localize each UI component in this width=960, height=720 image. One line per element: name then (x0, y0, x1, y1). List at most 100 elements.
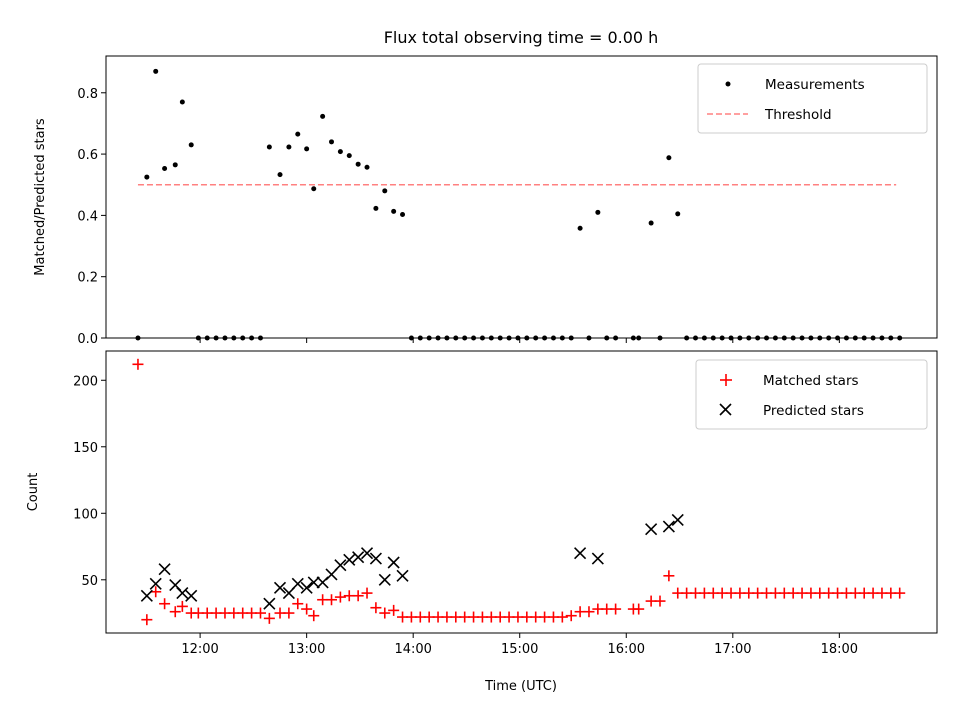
measurement-point (346, 153, 352, 159)
count-x-tick-label: 14:00 (394, 642, 431, 657)
matched-star-point (159, 598, 171, 610)
measurement-point (311, 186, 317, 192)
predicted-star-point (273, 581, 287, 594)
measurement-point (373, 205, 379, 211)
measurement-point (144, 174, 150, 180)
measurement-point (400, 211, 406, 217)
measurement-point (648, 220, 654, 226)
predicted-star-point (307, 576, 320, 589)
matched-star-point (352, 590, 364, 602)
measurement-point (666, 155, 672, 161)
measurement-point (286, 144, 292, 150)
predicted-star-point (396, 569, 409, 582)
legend-marker-matched (720, 374, 732, 386)
predicted-star-point (360, 547, 374, 560)
predicted-star-point (574, 547, 587, 560)
count-y-tick-label: 200 (73, 374, 98, 389)
count-y-tick-label: 100 (73, 507, 98, 522)
count-x-tick-label: 17:00 (714, 642, 751, 657)
count-legend-box (695, 359, 928, 430)
predicted-star-point (591, 552, 604, 565)
predicted-star-point (334, 559, 347, 572)
measurement-point (162, 165, 168, 171)
count-panel-frame (105, 350, 938, 634)
count-x-tick-label: 12:00 (181, 642, 218, 657)
matched-star-point (263, 612, 275, 624)
matched-star-point (654, 595, 666, 607)
ratio-y-tick-label: 0.4 (77, 209, 98, 224)
count-x-tick-label: 13:00 (288, 642, 325, 657)
measurement-point (304, 146, 310, 152)
ratio-y-tick-label: 0.6 (77, 148, 98, 163)
count-legend: Matched stars Predicted stars (695, 359, 928, 430)
ratio-axis-ticks: 0.0 0.2 0.4 0.6 0.8 (77, 87, 840, 347)
matched-star-point (379, 607, 391, 619)
predicted-star-point (387, 556, 400, 569)
count-y-tick-label: 50 (81, 574, 98, 589)
ratio-legend-box (697, 63, 928, 134)
measurement-point (577, 225, 583, 231)
predicted-star-point (291, 577, 304, 590)
measurement-point (188, 142, 194, 148)
predicted-star-point (343, 553, 356, 566)
matched-star-point (583, 606, 595, 618)
count-x-tick-label: 15:00 (501, 642, 538, 657)
matched-star-point (610, 603, 622, 615)
matched-star-point (361, 587, 373, 599)
matched-star-point (326, 594, 338, 606)
measurement-point (675, 211, 681, 217)
predicted-star-point (671, 513, 684, 526)
predicted-star-point (185, 589, 198, 602)
ratio-panel: 0.00.20.40.60.8 Matched/Predicted stars … (33, 55, 938, 347)
count-plot-area (132, 358, 906, 626)
matched-star-point (176, 600, 188, 612)
ratio-y-tick-label: 0.0 (77, 332, 98, 347)
matched-star-point (254, 607, 266, 619)
legend-marker-measurements (725, 81, 731, 87)
predicted-star-point (378, 573, 391, 586)
measurement-point (329, 139, 335, 145)
predicted-star-point (352, 551, 365, 564)
count-y-tick-label: 150 (73, 441, 98, 456)
measurement-point (266, 144, 272, 150)
measurement-point (595, 209, 601, 215)
predicted-star-point (263, 597, 276, 610)
matched-star-point (169, 606, 181, 618)
predicted-star-point (662, 520, 675, 533)
matched-star-point (370, 602, 382, 614)
legend-label-measurements: Measurements (765, 77, 865, 93)
ratio-y-tick-label: 0.2 (77, 271, 98, 286)
measurement-point (179, 99, 185, 105)
legend-label-threshold: Threshold (764, 107, 832, 123)
matched-star-point (388, 604, 400, 616)
measurement-point (172, 162, 178, 168)
count-y-axis-label: Count (26, 473, 41, 512)
matched-star-point (141, 614, 153, 626)
measurement-point (382, 188, 388, 194)
matched-star-point (301, 603, 313, 615)
measurement-point (391, 208, 397, 214)
count-x-axis-label: Time (UTC) (484, 679, 557, 694)
matched-star-point (283, 607, 295, 619)
legend-label-matched: Matched stars (763, 373, 859, 389)
ratio-legend: Measurements Threshold (697, 63, 928, 134)
count-panel: 50 100 150 200 12:00 13:00 14:00 15:00 16:00 17:0… (26, 350, 938, 694)
matched-star-point (565, 610, 577, 622)
count-x-tick-label: 16:00 (608, 642, 645, 657)
matched-star-point (556, 611, 568, 623)
ratio-panel-frame (105, 55, 938, 339)
measurement-point (337, 149, 343, 155)
measurement-point (355, 161, 361, 167)
ratio-y-tick-label: 0.8 (77, 87, 98, 102)
matched-star-point (308, 610, 320, 622)
predicted-star-point (140, 589, 153, 602)
measurement-point (320, 113, 326, 119)
chart-title: Flux total observing time = 0.00 h (384, 28, 659, 47)
predicted-star-point (158, 563, 171, 576)
legend-marker-predicted (719, 403, 732, 416)
measurement-point (277, 172, 283, 178)
count-axis-ticks: 50 100 150 200 12:00 13:00 14:00 15:00 16:00 17:0… (73, 374, 858, 657)
matched-star-point (292, 598, 304, 610)
matched-star-point (633, 603, 645, 615)
